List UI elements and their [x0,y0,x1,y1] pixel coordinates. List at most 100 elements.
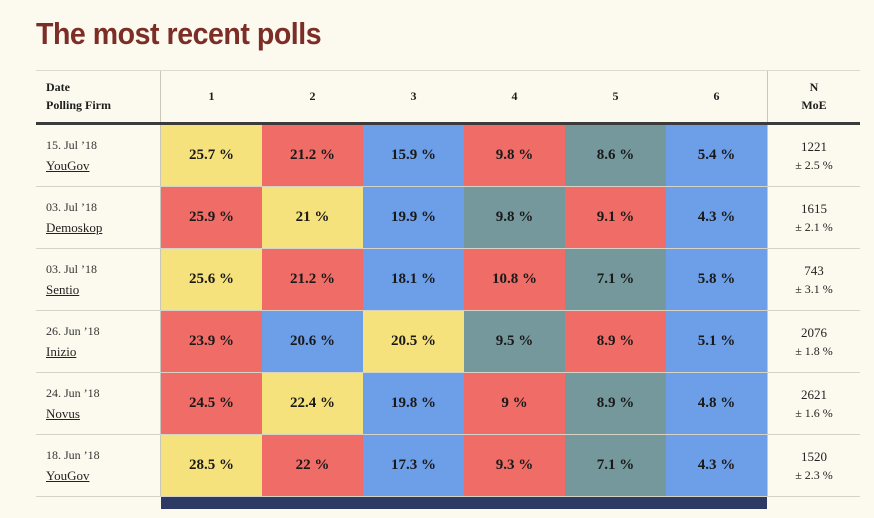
poll-value-cell: 9.8 % [464,187,565,248]
poll-value: 25.9 % [189,209,234,225]
header-col-5: 5 [612,89,619,103]
margin-of-error: ± 3.1 % [795,281,833,296]
poll-value-cell: 18.1 % [363,249,464,310]
poll-value-cell: 10.8 % [464,249,565,310]
sample-cell: 1615 ± 2.1 % [767,187,860,248]
sample-cell: 2621 ± 1.6 % [767,373,860,434]
poll-value: 17.3 % [391,457,436,473]
poll-value: 21.2 % [290,147,335,163]
header-col-6: 6 [713,89,720,103]
header-col-3: 3 [410,89,417,103]
sample-size: 1520 [801,448,827,464]
sample-size: 1615 [801,200,827,216]
poll-value-cell: 24.5 % [161,373,262,434]
poll-value: 21.2 % [290,271,335,287]
poll-value-cell: 20.6 % [262,311,363,372]
poll-value-cell: 5.1 % [666,311,767,372]
table-row: 26. Jun ’18 Inizio 23.9 % 20.6 % 20.5 % … [36,311,860,373]
table-row: 03. Jul ’18 Demoskop 25.9 % 21 % 19.9 % … [36,187,860,249]
poll-value-cell: 23.9 % [161,311,262,372]
poll-value: 5.1 % [697,333,736,349]
poll-value-cell: 4.8 % [666,373,767,434]
poll-value-cell: 21 % [262,187,363,248]
header-col-2: 2 [309,89,316,103]
poll-date: 24. Jun ’18 [46,385,100,400]
sample-cell: 2076 ± 1.8 % [767,311,860,372]
poll-value: 9.5 % [495,333,534,349]
poll-value-cell: 22 % [262,435,363,496]
poll-value: 4.3 % [697,209,736,225]
poll-meta-cell: 03. Jul ’18 Sentio [36,249,161,310]
poll-meta-cell: 15. Jul ’18 YouGov [36,125,161,186]
table-row: 24. Jun ’18 Novus 24.5 % 22.4 % 19.8 % 9… [36,373,860,435]
poll-value-cell: 25.6 % [161,249,262,310]
header-col-4: 4 [511,89,518,103]
poll-value-cell: 5.8 % [666,249,767,310]
poll-value: 7.1 % [596,457,635,473]
poll-meta-cell: 03. Jul ’18 Demoskop [36,187,161,248]
poll-value: 9.8 % [495,147,534,163]
poll-value: 25.6 % [189,271,234,287]
poll-value: 9 % [501,395,528,411]
polling-firm-link[interactable]: YouGov [46,467,90,483]
poll-date: 03. Jul ’18 [46,261,97,276]
poll-value: 9.3 % [495,457,534,473]
sample-size: 2076 [801,324,827,340]
poll-value: 8.9 % [596,333,635,349]
poll-value: 20.6 % [290,333,335,349]
margin-of-error: ± 2.5 % [795,157,833,172]
margin-of-error: ± 1.8 % [795,343,833,358]
header-n-moe: N MoE [767,71,860,122]
poll-value-cell: 19.8 % [363,373,464,434]
table-header: Date Polling Firm 1 2 3 4 5 6 N MoE [36,71,860,125]
poll-value-cell: 21.2 % [262,249,363,310]
poll-value-cell: 21.2 % [262,125,363,186]
sample-size: 2621 [801,386,827,402]
poll-value: 9.1 % [596,209,635,225]
poll-value-cell: 5.4 % [666,125,767,186]
poll-value: 5.8 % [697,271,736,287]
poll-meta-cell: 24. Jun ’18 Novus [36,373,161,434]
poll-value-cell: 20.5 % [363,311,464,372]
header-moe-label: MoE [801,98,827,112]
next-row-peek [36,497,860,509]
poll-value: 8.9 % [596,395,635,411]
margin-of-error: ± 2.3 % [795,467,833,482]
poll-value: 10.8 % [492,271,537,287]
margin-of-error: ± 1.6 % [795,405,833,420]
polling-firm-link[interactable]: Demoskop [46,219,103,235]
poll-value: 20.5 % [391,333,436,349]
poll-value: 22 % [295,457,330,473]
polling-firm-link[interactable]: Sentio [46,281,80,297]
poll-date: 18. Jun ’18 [46,447,100,462]
poll-value-cell: 9.1 % [565,187,666,248]
header-col-1: 1 [208,89,215,103]
polls-table: Date Polling Firm 1 2 3 4 5 6 N MoE 15. … [36,70,860,509]
poll-value-cell: 8.9 % [565,373,666,434]
poll-date: 03. Jul ’18 [46,199,97,214]
poll-value-cell: 8.9 % [565,311,666,372]
header-firm-label: Polling Firm [46,98,111,112]
poll-date: 26. Jun ’18 [46,323,100,338]
poll-value: 7.1 % [596,271,635,287]
poll-value-cell: 25.9 % [161,187,262,248]
table-row: 03. Jul ’18 Sentio 25.6 % 21.2 % 18.1 % … [36,249,860,311]
polling-firm-link[interactable]: Novus [46,405,80,421]
poll-value-cell: 25.7 % [161,125,262,186]
poll-value: 8.6 % [596,147,635,163]
poll-value: 5.4 % [697,147,736,163]
sample-size: 1221 [801,138,827,154]
poll-value: 28.5 % [189,457,234,473]
header-date-label: Date [46,80,70,94]
margin-of-error: ± 2.1 % [795,219,833,234]
polling-firm-link[interactable]: YouGov [46,157,90,173]
poll-meta-cell: 26. Jun ’18 Inizio [36,311,161,372]
poll-value-cell: 8.6 % [565,125,666,186]
poll-value-cell: 19.9 % [363,187,464,248]
polling-firm-link[interactable]: Inizio [46,343,77,359]
poll-value-cell: 4.3 % [666,435,767,496]
sample-cell: 743 ± 3.1 % [767,249,860,310]
page-title: The most recent polls [36,16,322,51]
poll-value-cell: 9.3 % [464,435,565,496]
poll-value: 21 % [295,209,330,225]
